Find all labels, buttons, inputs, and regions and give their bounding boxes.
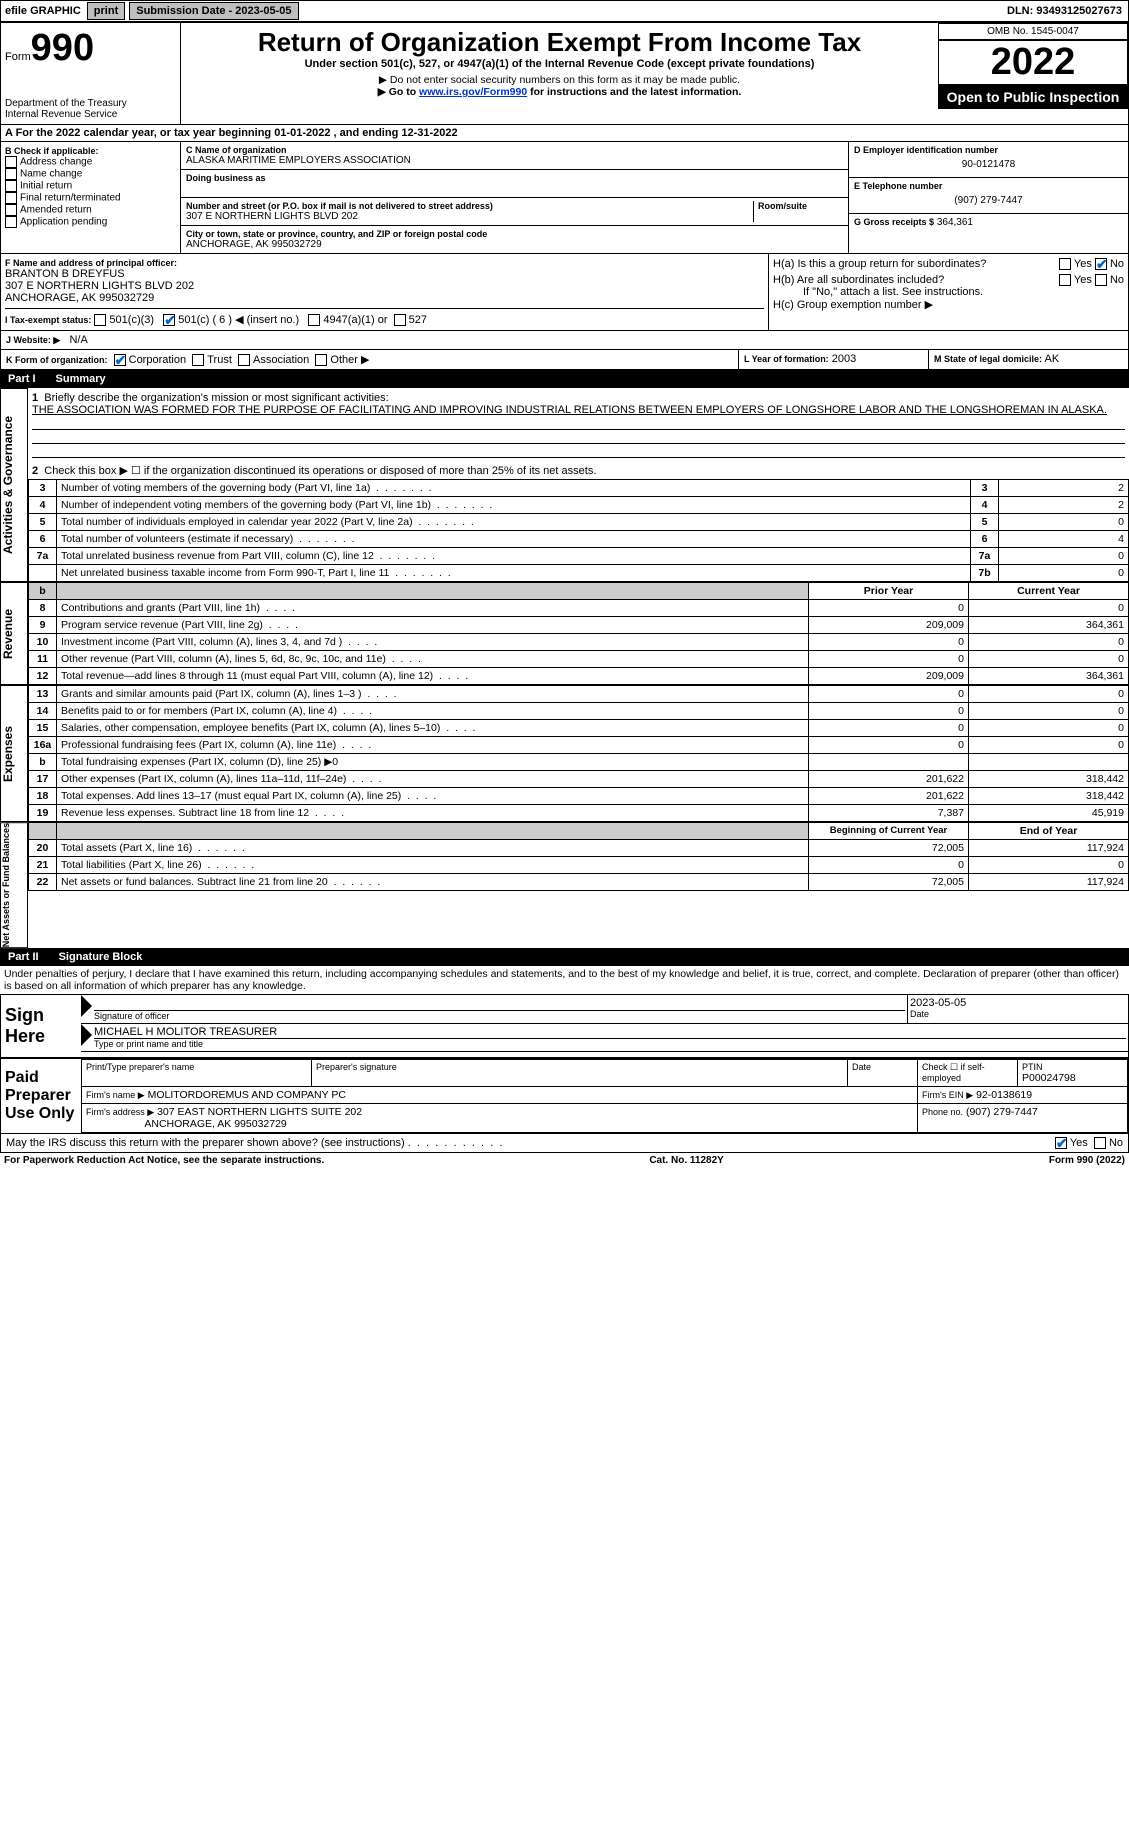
- tel-label: E Telephone number: [854, 181, 1123, 191]
- firm-ein: 92-0138619: [976, 1089, 1032, 1101]
- chk-hb-yes[interactable]: [1059, 274, 1071, 286]
- officer-addr1: 307 E NORTHERN LIGHTS BLVD 202: [5, 280, 764, 292]
- dept-label: Department of the Treasury: [5, 98, 176, 109]
- governance-table: 3Number of voting members of the governi…: [28, 479, 1129, 582]
- officer-typed-name: MICHAEL H MOLITOR TREASURER: [94, 1026, 1126, 1039]
- check-applicable-label: B Check if applicable:: [5, 146, 176, 156]
- goto-post: for instructions and the latest informat…: [527, 86, 741, 98]
- irs-label: Internal Revenue Service: [5, 109, 176, 120]
- state-domicile: AK: [1044, 353, 1059, 365]
- penalties-text: Under penalties of perjury, I declare th…: [0, 966, 1129, 994]
- print-button[interactable]: print: [87, 2, 125, 20]
- chk-corp[interactable]: [114, 354, 126, 366]
- chk-501c3[interactable]: [94, 314, 106, 326]
- hc-label: H(c) Group exemption number ▶: [773, 298, 1124, 311]
- chk-address-change[interactable]: [5, 156, 17, 168]
- year-formation: 2003: [832, 353, 856, 365]
- form-sub2: ▶ Do not enter social security numbers o…: [185, 74, 934, 86]
- gross-label: G Gross receipts $: [854, 217, 934, 227]
- dln-label: DLN: 93493125027673: [1007, 5, 1128, 17]
- org-name-label: C Name of organization: [186, 145, 843, 155]
- form-sub1: Under section 501(c), 527, or 4947(a)(1)…: [185, 58, 934, 70]
- section-bcd: B Check if applicable: Address change Na…: [0, 142, 1129, 254]
- mission-text: THE ASSOCIATION WAS FORMED FOR THE PURPO…: [32, 404, 1107, 416]
- part1-header: Part I Summary: [0, 370, 1129, 388]
- revenue-section: Revenue bPrior YearCurrent Year8Contribu…: [0, 582, 1129, 685]
- chk-assoc[interactable]: [238, 354, 250, 366]
- room-label: Room/suite: [758, 201, 843, 211]
- chk-other[interactable]: [315, 354, 327, 366]
- discuss-row: May the IRS discuss this return with the…: [0, 1134, 1129, 1153]
- section-fh: F Name and address of principal officer:…: [0, 254, 1129, 331]
- ptin-value: P00024798: [1022, 1072, 1123, 1084]
- irs-link[interactable]: www.irs.gov/Form990: [419, 86, 527, 98]
- activities-governance: Activities & Governance 1 Briefly descri…: [0, 388, 1129, 582]
- firm-addr1: 307 EAST NORTHERN LIGHTS SUITE 202: [157, 1106, 362, 1118]
- arrow-icon: [81, 995, 92, 1017]
- arrow-icon: [81, 1024, 92, 1046]
- revenue-table: bPrior YearCurrent Year8Contributions an…: [28, 582, 1129, 685]
- page-footer: For Paperwork Reduction Act Notice, see …: [0, 1153, 1129, 1168]
- efile-label: efile GRAPHIC: [1, 5, 85, 17]
- line-a: A For the 2022 calendar year, or tax yea…: [0, 125, 1129, 142]
- form-number: 990: [31, 27, 94, 69]
- hb-label: H(b) Are all subordinates included?: [773, 274, 944, 286]
- line-klm: K Form of organization: Corporation Trus…: [0, 350, 1129, 370]
- open-public-label: Open to Public Inspection: [938, 85, 1128, 109]
- chk-4947[interactable]: [308, 314, 320, 326]
- chk-trust[interactable]: [192, 354, 204, 366]
- hb-note: If "No," attach a list. See instructions…: [773, 286, 1124, 298]
- firm-name: MOLITORDOREMUS AND COMPANY PC: [148, 1089, 346, 1101]
- chk-ha-yes[interactable]: [1059, 258, 1071, 270]
- submission-date-button[interactable]: Submission Date - 2023-05-05: [129, 2, 298, 20]
- ein-label: D Employer identification number: [854, 145, 1123, 155]
- officer-addr2: ANCHORAGE, AK 995032729: [5, 292, 764, 304]
- tel-value: (907) 279-7447: [854, 191, 1123, 210]
- org-address: 307 E NORTHERN LIGHTS BLVD 202: [186, 211, 753, 222]
- form-title: Return of Organization Exempt From Incom…: [185, 27, 934, 58]
- expenses-table: 13Grants and similar amounts paid (Part …: [28, 685, 1129, 822]
- officer-name: BRANTON B DREYFUS: [5, 268, 764, 280]
- addr-label: Number and street (or P.O. box if mail i…: [186, 201, 753, 211]
- chk-amended-return[interactable]: [5, 204, 17, 216]
- chk-ha-no[interactable]: [1095, 258, 1107, 270]
- chk-hb-no[interactable]: [1095, 274, 1107, 286]
- officer-label: F Name and address of principal officer:: [5, 258, 764, 268]
- ha-label: H(a) Is this a group return for subordin…: [773, 258, 986, 270]
- org-name: ALASKA MARITIME EMPLOYERS ASSOCIATION: [186, 155, 843, 166]
- chk-application-pending[interactable]: [5, 216, 17, 228]
- website-value: N/A: [69, 334, 87, 346]
- org-city: ANCHORAGE, AK 995032729: [186, 239, 843, 250]
- firm-addr2: ANCHORAGE, AK 995032729: [144, 1118, 286, 1130]
- chk-final-return[interactable]: [5, 192, 17, 204]
- chk-527[interactable]: [394, 314, 406, 326]
- sig-date: 2023-05-05: [910, 997, 1126, 1009]
- expenses-section: Expenses 13Grants and similar amounts pa…: [0, 685, 1129, 822]
- paid-preparer-block: Paid Preparer Use Only Print/Type prepar…: [0, 1058, 1129, 1134]
- chk-name-change[interactable]: [5, 168, 17, 180]
- chk-discuss-yes[interactable]: [1055, 1137, 1067, 1149]
- city-label: City or town, state or province, country…: [186, 229, 843, 239]
- dba-label: Doing business as: [186, 173, 843, 183]
- chk-501c[interactable]: [163, 314, 175, 326]
- goto-pre: ▶ Go to: [378, 86, 419, 98]
- sign-here-block: Sign Here Signature of officer 2023-05-0…: [0, 994, 1129, 1058]
- form-header: Form990 Department of the Treasury Inter…: [0, 22, 1129, 125]
- tax-status-label: I Tax-exempt status:: [5, 315, 91, 325]
- tax-year: 2022: [938, 40, 1128, 85]
- firm-phone: (907) 279-7447: [966, 1106, 1038, 1118]
- line-j: J Website: ▶ N/A: [0, 331, 1129, 350]
- form-word: Form: [5, 51, 31, 63]
- ein-value: 90-0121478: [854, 155, 1123, 174]
- gross-value: 364,361: [937, 217, 973, 228]
- top-toolbar: efile GRAPHIC print Submission Date - 20…: [0, 0, 1129, 22]
- omb-number: OMB No. 1545-0047: [938, 23, 1128, 40]
- netassets-section: Net Assets or Fund Balances Beginning of…: [0, 822, 1129, 948]
- chk-discuss-no[interactable]: [1094, 1137, 1106, 1149]
- part2-header: Part II Signature Block: [0, 948, 1129, 966]
- chk-initial-return[interactable]: [5, 180, 17, 192]
- netassets-table: Beginning of Current YearEnd of Year20To…: [28, 822, 1129, 891]
